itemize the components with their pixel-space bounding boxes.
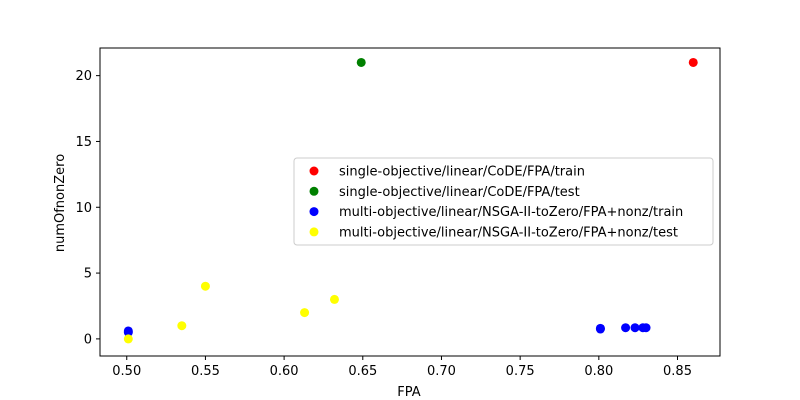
legend-marker xyxy=(309,207,319,217)
legend-entry: multi-objective/linear/NSGA-II-toZero/FP… xyxy=(339,205,683,220)
data-point-series-0 xyxy=(688,57,698,67)
data-point-series-3 xyxy=(123,334,133,344)
x-tick-label: 0.70 xyxy=(427,364,456,379)
y-axis: 0 5 10 15 20 xyxy=(75,69,100,347)
y-tick-label: 0 xyxy=(84,332,92,347)
x-tick-label: 0.80 xyxy=(584,364,613,379)
legend-marker xyxy=(309,186,319,196)
legend-marker xyxy=(309,166,319,176)
x-tick-label: 0.65 xyxy=(348,364,377,379)
data-point-series-2 xyxy=(630,323,640,333)
x-tick-label: 0.75 xyxy=(506,364,535,379)
x-tick-label: 0.55 xyxy=(191,364,220,379)
data-point-series-3 xyxy=(200,281,210,291)
y-tick-label: 10 xyxy=(75,201,92,216)
y-tick-label: 20 xyxy=(75,69,92,84)
plot-area xyxy=(99,47,721,357)
x-axis-label: FPA xyxy=(397,385,420,400)
legend-marker xyxy=(309,227,319,237)
data-point-series-2 xyxy=(595,324,605,334)
data-point-series-2 xyxy=(123,327,133,337)
data-point-series-2 xyxy=(621,323,631,333)
x-axis: 0.50 0.55 0.60 0.65 0.70 0.75 0.80 0.85 xyxy=(112,356,692,379)
legend-entry: multi-objective/linear/NSGA-II-toZero/FP… xyxy=(339,225,678,240)
data-point-series-2 xyxy=(641,323,651,333)
x-tick-label: 0.50 xyxy=(112,364,141,379)
y-tick-label: 15 xyxy=(75,135,92,150)
data-point-series-1 xyxy=(356,57,366,67)
y-axis-label: numOfnonZero xyxy=(53,154,68,252)
x-tick-label: 0.85 xyxy=(663,364,692,379)
data-point-series-3 xyxy=(329,294,339,304)
legend: single-objective/linear/CoDE/FPA/train si… xyxy=(293,157,714,246)
legend-entry: single-objective/linear/CoDE/FPA/train xyxy=(339,165,585,180)
x-tick-label: 0.60 xyxy=(270,364,299,379)
y-tick-label: 5 xyxy=(84,267,92,282)
data-point-series-3 xyxy=(300,308,310,318)
plot-frame xyxy=(99,47,721,357)
legend-box xyxy=(293,157,714,246)
data-points xyxy=(123,57,698,344)
data-point-series-3 xyxy=(177,321,187,331)
legend-entry: single-objective/linear/CoDE/FPA/test xyxy=(339,185,580,200)
